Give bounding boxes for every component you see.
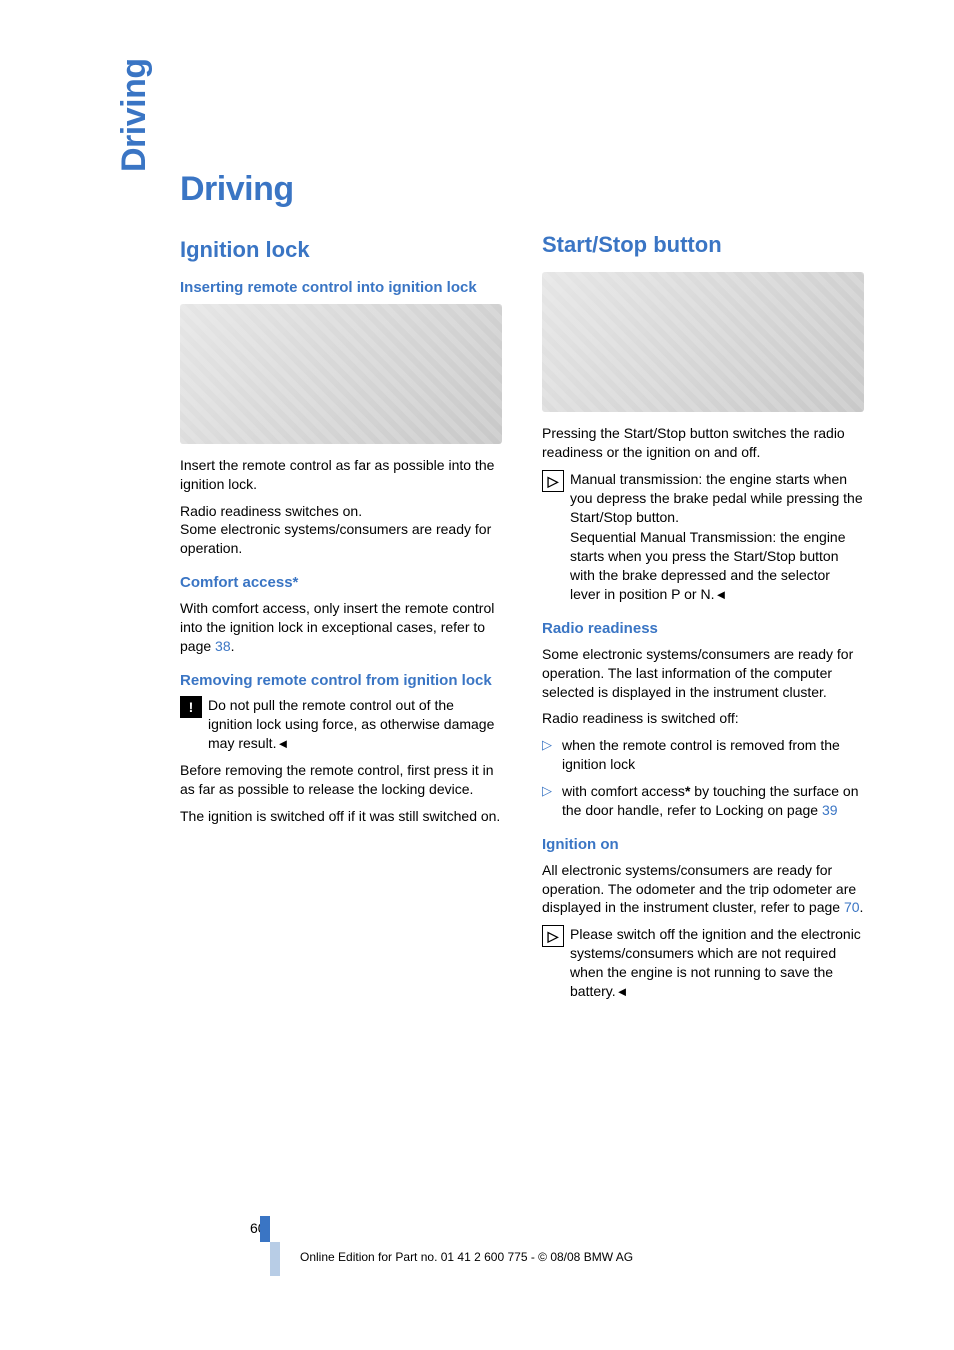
right-column: Start/Stop button Pressing the Start/Sto… — [542, 170, 864, 1001]
info-text: Manual transmission: the engine starts w… — [570, 470, 864, 527]
paragraph: Radio readiness switches on. Some electr… — [180, 502, 502, 559]
warning-block: ! Do not pull the remote control out of … — [180, 696, 502, 753]
accent-bar-light — [270, 1242, 280, 1276]
heading-inserting-remote: Inserting remote control into ignition l… — [180, 279, 502, 298]
figure-start-stop — [542, 272, 864, 412]
paragraph: With comfort access, only insert the rem… — [180, 599, 502, 656]
text: Do not pull the remote control out of th… — [208, 697, 494, 751]
end-mark-icon: ◄ — [714, 586, 727, 604]
info-block: ▷ Please switch off the ignition and the… — [542, 925, 864, 1001]
list-item: when the remote control is removed from … — [542, 736, 864, 774]
info-block: ▷ Manual transmission: the engine starts… — [542, 470, 864, 604]
warning-text: Do not pull the remote control out of th… — [208, 696, 502, 753]
left-column: Driving Ignition lock Inserting remote c… — [180, 170, 502, 1001]
spacer — [542, 170, 864, 232]
text: Some electronic systems/consumers are re… — [180, 521, 491, 556]
page-ref-link[interactable]: 70 — [844, 899, 860, 915]
end-mark-icon: ◄ — [616, 983, 629, 1001]
text: . — [231, 638, 235, 654]
paragraph: Before removing the remote control, firs… — [180, 761, 502, 799]
section-start-stop: Start/Stop button — [542, 232, 864, 258]
text: Radio readiness switches on. — [180, 503, 362, 519]
text: All electronic systems/consumers are rea… — [542, 862, 856, 916]
paragraph: Some electronic systems/consumers are re… — [542, 645, 864, 702]
heading-comfort-access: Comfort access* — [180, 574, 502, 593]
paragraph: Radio readiness is switched off: — [542, 709, 864, 728]
page-ref-link[interactable]: 39 — [822, 802, 838, 818]
paragraph: The ignition is switched off if it was s… — [180, 807, 502, 826]
text: . — [860, 899, 864, 915]
text: Sequential Manual Transmission: the engi… — [570, 529, 846, 602]
text: Please switch off the ignition and the e… — [570, 926, 861, 999]
accent-bar — [260, 1216, 270, 1242]
paragraph: Pressing the Start/Stop button switches … — [542, 424, 864, 462]
info-icon: ▷ — [542, 925, 564, 947]
warning-icon: ! — [180, 696, 202, 718]
side-tab: Driving — [115, 58, 154, 172]
info-text: Please switch off the ignition and the e… — [570, 925, 864, 1001]
page-ref-link[interactable]: 38 — [215, 638, 231, 654]
bullet-list: when the remote control is removed from … — [542, 736, 864, 820]
list-item: with comfort access* by touching the sur… — [542, 782, 864, 820]
paragraph: All electronic systems/consumers are rea… — [542, 861, 864, 918]
figure-ignition-lock — [180, 304, 502, 444]
footer-text: Online Edition for Part no. 01 41 2 600 … — [300, 1250, 633, 1264]
paragraph: Insert the remote control as far as poss… — [180, 456, 502, 494]
text: with comfort access — [562, 783, 685, 799]
section-ignition-lock: Ignition lock — [180, 237, 502, 263]
end-mark-icon: ◄ — [276, 735, 289, 753]
heading-ignition-on: Ignition on — [542, 836, 864, 855]
heading-radio-readiness: Radio readiness — [542, 620, 864, 639]
page-title: Driving — [180, 170, 502, 209]
heading-removing-remote: Removing remote control from ignition lo… — [180, 672, 502, 691]
info-text: Sequential Manual Transmission: the engi… — [570, 528, 864, 604]
info-icon: ▷ — [542, 470, 564, 492]
